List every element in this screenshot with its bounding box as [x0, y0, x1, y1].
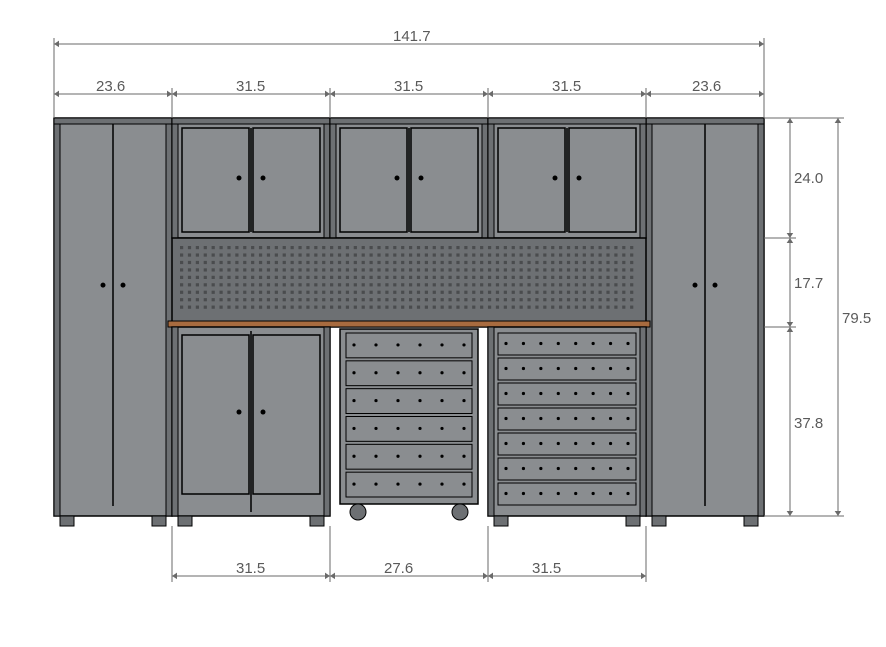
dim-bot-seg-0: 31.5	[236, 560, 265, 577]
dim-top-seg-2: 31.5	[394, 78, 423, 95]
dim-top-seg-1: 31.5	[236, 78, 265, 95]
technical-drawing	[0, 0, 886, 647]
dim-bot-seg-1: 27.6	[384, 560, 413, 577]
dim-right-seg-2: 37.8	[794, 415, 823, 432]
dim-top-seg-4: 23.6	[692, 78, 721, 95]
dim-right-overall: 79.5	[842, 310, 871, 327]
dim-top-seg-0: 23.6	[96, 78, 125, 95]
dim-top-seg-3: 31.5	[552, 78, 581, 95]
dim-bot-seg-2: 31.5	[532, 560, 561, 577]
dim-right-seg-1: 17.7	[794, 275, 823, 292]
dim-top-overall: 141.7	[393, 28, 431, 45]
dim-right-seg-0: 24.0	[794, 170, 823, 187]
